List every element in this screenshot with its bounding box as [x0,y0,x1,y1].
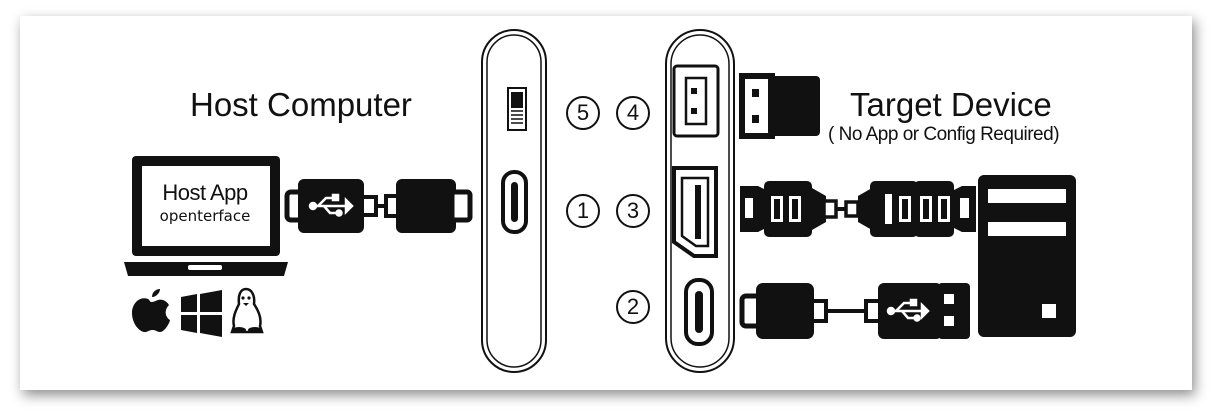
usb-c-port-icon [684,278,714,346]
usb-a-port-icon [672,64,720,138]
port-number-4: 4 [616,96,650,130]
usb-dongle-icon [739,73,820,139]
usb-symbol-icon [308,193,354,217]
windows-icon [181,290,222,337]
usb-symbol-icon [886,298,930,322]
host-usb-cable [284,179,473,233]
hdmi-port-icon [672,166,718,258]
port-number-1: 1 [566,194,600,228]
host-app-name: Host App [162,180,248,205]
target-device-subtitle: ( No App or Config Required) [828,124,1060,145]
port-number-3: 3 [616,194,650,228]
host-computer-title: Host Computer [190,86,412,123]
switch-icon [507,87,527,131]
laptop-icon [124,156,288,276]
hdmi-cable [740,181,976,237]
pc-tower-icon [978,175,1076,337]
port-number-5: 5 [566,96,600,130]
target-usb-cable [739,283,970,339]
linux-icon [230,287,264,334]
apple-icon [132,289,170,333]
target-device-title: Target Device [850,86,1052,123]
port-number-2: 2 [616,290,650,324]
usb-c-port-icon [501,170,528,234]
host-app-brand: openterface [159,207,251,225]
